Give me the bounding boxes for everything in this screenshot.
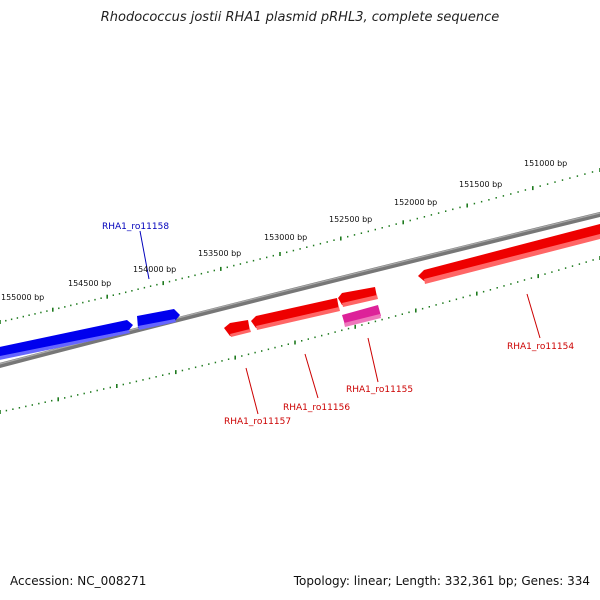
gene-feature-forward-1[interactable] — [0, 320, 133, 360]
accession-text: Accession: NC_008271 — [10, 574, 147, 588]
gene-label-ro11156[interactable]: RHA1_ro11156 — [283, 403, 350, 413]
outer-ruler — [0, 168, 600, 324]
gene-feature-ro11154-shade — [424, 234, 600, 284]
gene-feature-ro11158-shade — [138, 319, 176, 330]
scale-label-153000: 153000 bp — [264, 233, 307, 242]
gene-feature-ro11155[interactable] — [342, 305, 381, 325]
plasmid-backbone-highlight — [0, 212, 600, 365]
gene-label-ro11155[interactable]: RHA1_ro11155 — [346, 385, 413, 395]
gene-feature-ro11156[interactable] — [251, 298, 339, 328]
gene-feature-ro11155-top-shade — [342, 295, 378, 307]
gene-label-ro11154[interactable]: RHA1_ro11154 — [507, 342, 574, 352]
leader-line-ro11158 — [139, 230, 150, 280]
inner-ruler — [0, 256, 600, 414]
scale-label-151500: 151500 bp — [459, 180, 502, 189]
scale-label-152500: 152500 bp — [329, 215, 372, 224]
leader-line-ro11156 — [304, 353, 319, 399]
gene-feature-ro11155-top[interactable] — [338, 287, 377, 305]
gene-feature-ro11157-shade — [230, 329, 251, 337]
gene-feature-ro11158[interactable] — [137, 309, 180, 328]
scale-label-154000: 154000 bp — [133, 265, 176, 274]
gene-label-ro11157[interactable]: RHA1_ro11157 — [224, 417, 291, 427]
scale-label-153500: 153500 bp — [198, 249, 241, 258]
scale-label-155000: 155000 bp — [1, 293, 44, 302]
gene-feature-ro11155-shade — [344, 314, 381, 327]
genome-summary-text: Topology: linear; Length: 332,361 bp; Ge… — [293, 574, 590, 588]
map-title: Rhodococcus jostii RHA1 plasmid pRHL3, c… — [100, 10, 500, 25]
leader-line-ro11155 — [367, 337, 379, 383]
leader-line-ro11157 — [245, 367, 259, 415]
scale-label-152000: 152000 bp — [394, 198, 437, 207]
plasmid-backbone — [0, 211, 600, 368]
scale-label-151000: 151000 bp — [524, 159, 567, 168]
gene-label-ro11158[interactable]: RHA1_ro11158 — [102, 222, 169, 232]
gene-feature-ro11156-shade — [256, 307, 340, 330]
gene-feature-forward-1-shade — [0, 330, 130, 360]
scale-label-154500: 154500 bp — [68, 279, 111, 288]
gene-feature-ro11154[interactable] — [418, 224, 600, 281]
leader-line-ro11154 — [526, 293, 541, 339]
